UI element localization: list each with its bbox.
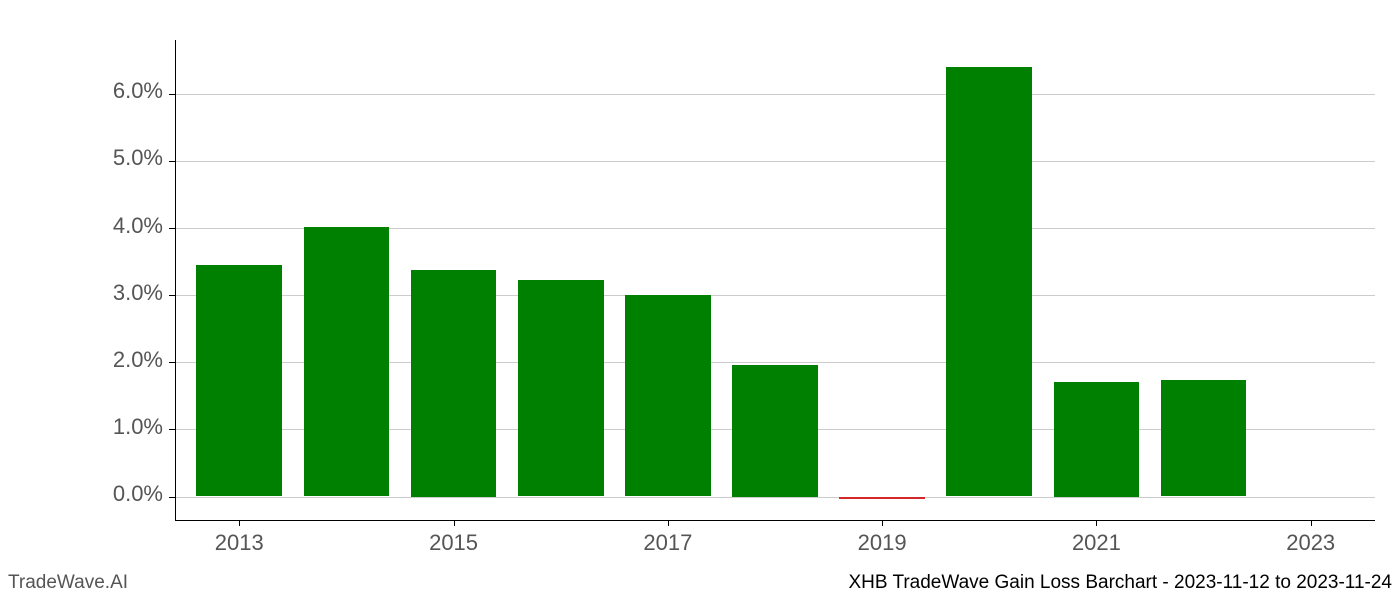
y-tick-label: 0.0%: [0, 481, 163, 507]
x-tick-label: 2019: [832, 530, 932, 556]
bar: [732, 365, 818, 497]
bar: [304, 227, 390, 497]
x-tick-label: 2013: [189, 530, 289, 556]
y-tick-label: 2.0%: [0, 347, 163, 373]
bar: [1161, 380, 1247, 496]
y-tick-label: 4.0%: [0, 213, 163, 239]
footer-left-brand: TradeWave.AI: [8, 572, 128, 594]
x-tick-label: 2017: [618, 530, 718, 556]
bar: [1054, 382, 1140, 496]
footer-right-caption: XHB TradeWave Gain Loss Barchart - 2023-…: [848, 572, 1392, 594]
bar: [625, 295, 711, 496]
y-axis-spine: [175, 40, 176, 520]
bar: [196, 265, 282, 497]
y-tick-label: 3.0%: [0, 280, 163, 306]
x-tick-label: 2021: [1046, 530, 1146, 556]
y-tick-label: 6.0%: [0, 78, 163, 104]
y-tick-label: 1.0%: [0, 414, 163, 440]
x-axis-spine: [175, 520, 1375, 521]
bar: [411, 270, 497, 497]
gridline-y: [175, 94, 1375, 95]
bar: [518, 280, 604, 497]
x-tick-label: 2015: [404, 530, 504, 556]
x-tick-label: 2023: [1261, 530, 1361, 556]
gridline-y: [175, 161, 1375, 162]
chart-container: TradeWave.AI XHB TradeWave Gain Loss Bar…: [0, 0, 1400, 600]
bar: [839, 497, 925, 500]
bar: [946, 67, 1032, 497]
gridline-y: [175, 497, 1375, 498]
y-tick-label: 5.0%: [0, 145, 163, 171]
